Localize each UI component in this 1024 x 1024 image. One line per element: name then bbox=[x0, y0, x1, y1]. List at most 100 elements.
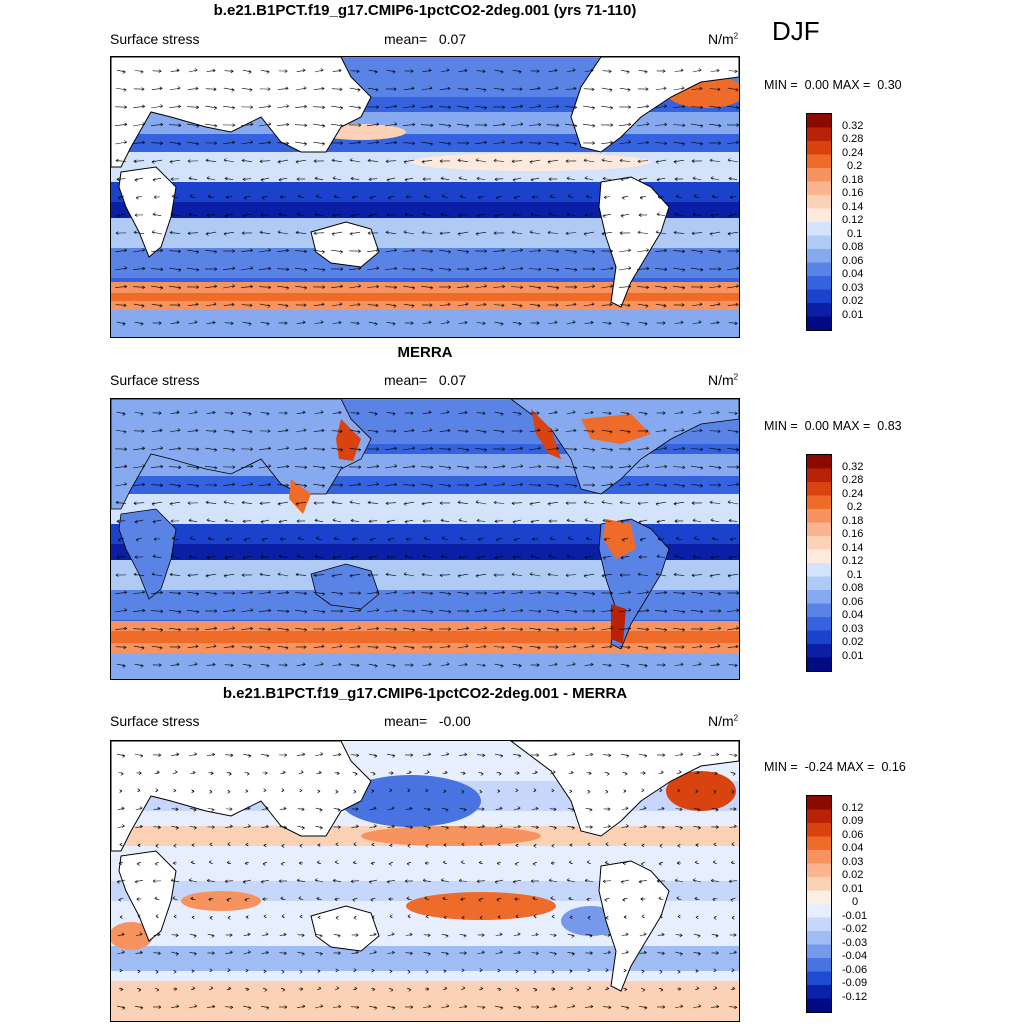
wind-vector-head bbox=[727, 232, 731, 236]
wind-vector bbox=[494, 1005, 504, 1009]
wind-vector-head bbox=[429, 428, 433, 432]
wind-vector-head bbox=[392, 70, 396, 74]
wind-vector-head bbox=[443, 843, 447, 847]
wind-vector bbox=[422, 1005, 432, 1009]
wind-vector-head bbox=[304, 123, 308, 128]
wind-vector-head bbox=[211, 934, 215, 938]
wind-vector-head bbox=[136, 862, 140, 866]
wind-vector bbox=[295, 501, 307, 505]
wind-vector bbox=[422, 555, 432, 559]
wind-vector-head bbox=[285, 646, 289, 650]
wind-vector-head bbox=[675, 536, 679, 541]
panel-1-cbar-tick: 0.18 bbox=[842, 174, 864, 186]
wind-vector-head bbox=[700, 592, 703, 596]
wind-vector bbox=[295, 285, 307, 289]
wind-vector bbox=[133, 645, 145, 649]
wind-vector-head bbox=[621, 538, 625, 542]
wind-vector-head bbox=[229, 933, 233, 937]
wind-vector-head bbox=[609, 88, 613, 92]
wind-vector bbox=[242, 69, 252, 73]
wind-vector bbox=[475, 285, 487, 289]
wind-vector-head bbox=[736, 482, 739, 487]
wind-vector bbox=[691, 88, 703, 90]
wind-vector-head bbox=[645, 87, 649, 91]
wind-vector-head bbox=[519, 304, 523, 308]
panel-2-colorbar-swatches bbox=[807, 455, 831, 671]
wind-vector bbox=[621, 807, 629, 811]
wind-vector bbox=[727, 483, 739, 487]
wind-vector bbox=[423, 195, 431, 199]
wind-vector-head bbox=[286, 609, 290, 614]
wind-vector bbox=[368, 555, 378, 559]
wind-vector bbox=[457, 645, 469, 649]
wind-vector-head bbox=[551, 914, 555, 919]
wind-vector bbox=[314, 519, 324, 523]
wind-vector-head bbox=[628, 266, 632, 270]
wind-vector bbox=[674, 879, 684, 883]
wind-vector-head bbox=[517, 824, 521, 829]
wind-vector bbox=[692, 519, 702, 523]
wind-vector-head bbox=[278, 520, 282, 524]
wind-vector-head bbox=[547, 572, 551, 577]
wind-vector-head bbox=[627, 303, 631, 308]
wind-vector-head bbox=[591, 429, 595, 434]
wind-vector-head bbox=[357, 430, 361, 434]
wind-vector-head bbox=[178, 484, 181, 488]
wind-vector-head bbox=[357, 302, 361, 307]
wind-vector-head bbox=[682, 142, 685, 146]
wind-vector-head bbox=[682, 104, 685, 109]
wind-vector-head bbox=[268, 482, 271, 487]
wind-vector bbox=[223, 484, 235, 486]
wind-vector bbox=[727, 285, 739, 289]
wind-vector-head bbox=[676, 861, 680, 865]
wind-vector bbox=[295, 429, 307, 433]
wind-vector-head bbox=[152, 178, 156, 182]
wind-vector bbox=[241, 304, 253, 306]
wind-vector bbox=[313, 483, 325, 487]
wind-vector bbox=[691, 141, 703, 145]
panel-3-units-text: N/m bbox=[708, 713, 734, 729]
wind-vector-head bbox=[296, 212, 300, 216]
wind-vector bbox=[439, 645, 451, 649]
wind-vector bbox=[530, 555, 540, 559]
wind-vector bbox=[529, 501, 541, 505]
wind-vector-head bbox=[124, 284, 127, 289]
wind-vector-head bbox=[440, 518, 444, 523]
wind-vector-head bbox=[178, 142, 181, 146]
wind-vector bbox=[566, 519, 576, 523]
wind-vector bbox=[565, 430, 577, 432]
wind-vector-head bbox=[265, 932, 269, 936]
wind-vector-head bbox=[404, 212, 408, 217]
wind-vector-head bbox=[446, 752, 450, 756]
panel-1-cbar-tick: 0.06 bbox=[842, 255, 864, 267]
wind-vector bbox=[223, 304, 235, 306]
wind-vector bbox=[171, 825, 179, 829]
wind-vector bbox=[313, 232, 325, 234]
wind-vector-head bbox=[502, 447, 505, 451]
wind-vector-head bbox=[406, 862, 410, 866]
wind-vector bbox=[315, 951, 323, 955]
wind-vector bbox=[332, 556, 342, 558]
wind-vector-head bbox=[656, 520, 660, 524]
wind-vector bbox=[584, 664, 594, 666]
wind-vector-head bbox=[140, 412, 144, 416]
wind-vector-head bbox=[391, 806, 395, 810]
wind-vector-head bbox=[301, 933, 305, 938]
wind-vector-head bbox=[466, 466, 470, 470]
wind-vector bbox=[655, 447, 667, 451]
wind-vector bbox=[368, 753, 378, 757]
wind-vector-head bbox=[682, 591, 685, 596]
wind-vector-head bbox=[515, 843, 519, 848]
wind-vector-head bbox=[512, 178, 516, 182]
wind-vector-head bbox=[682, 446, 685, 451]
wind-vector-head bbox=[514, 862, 518, 866]
wind-vector-head bbox=[547, 160, 551, 164]
wind-vector-head bbox=[285, 304, 289, 308]
wind-vector-head bbox=[715, 808, 719, 812]
wind-vector-head bbox=[624, 772, 628, 776]
wind-vector-head bbox=[628, 248, 631, 253]
wind-vector-head bbox=[376, 608, 380, 612]
wind-vector bbox=[314, 1005, 324, 1009]
wind-vector-head bbox=[499, 932, 503, 937]
wind-vector-head bbox=[727, 158, 731, 162]
